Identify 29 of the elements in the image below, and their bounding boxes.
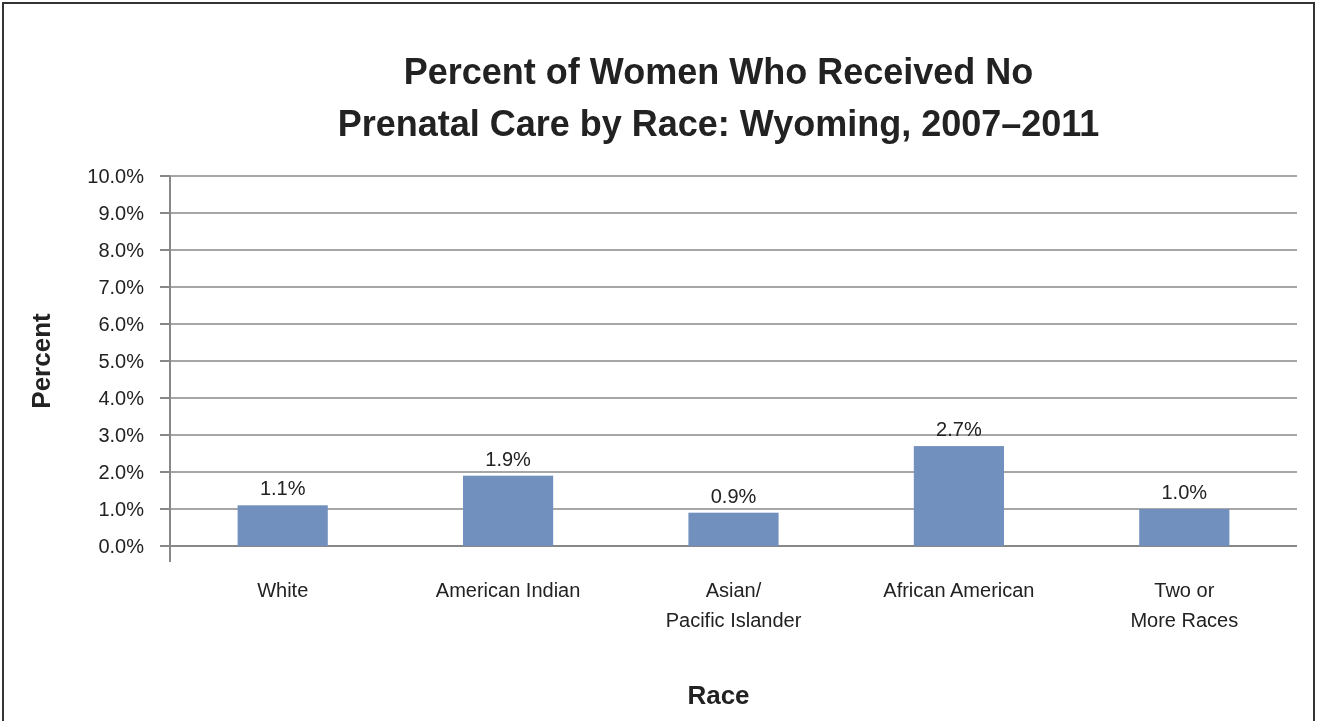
y-tick-label: 2.0% xyxy=(98,461,145,483)
data-label: 1.9% xyxy=(485,447,532,470)
data-label: 2.7% xyxy=(936,418,982,441)
bar xyxy=(463,475,554,546)
y-axis-title: Percent xyxy=(26,312,56,409)
x-axis-title: Race xyxy=(687,680,750,710)
chart-title: Percent of Women Who Received No Prenatal Care by Race: Wyoming, 2007–2011 xyxy=(337,51,1100,144)
y-tick-label: 7.0% xyxy=(98,276,145,298)
data-label: 1.1% xyxy=(259,477,306,500)
bar xyxy=(1139,509,1230,546)
y-tick-label: 4.0% xyxy=(98,387,145,409)
data-label: 1.0% xyxy=(1161,481,1208,503)
x-tick-label: American Indian xyxy=(435,579,581,601)
y-tick-label: 9.0% xyxy=(98,202,145,224)
y-tick-label: 5.0% xyxy=(98,350,145,372)
x-tick-label: African American xyxy=(883,579,1035,601)
y-tick-label: 6.0% xyxy=(98,313,145,335)
y-tick-label: 1.0% xyxy=(98,498,145,520)
y-tick-label: 10.0% xyxy=(87,165,145,187)
bar xyxy=(688,512,779,546)
x-tick-label: Two or More Races xyxy=(1130,579,1239,631)
bar xyxy=(913,446,1004,546)
y-tick-label: 0.0% xyxy=(98,535,145,557)
x-tick-label: White xyxy=(257,579,309,601)
bar xyxy=(237,505,328,546)
x-tick-label: Asian/ Pacific Islander xyxy=(665,579,802,631)
y-tick-label: 3.0% xyxy=(98,424,145,446)
y-tick-label: 8.0% xyxy=(98,239,145,261)
data-label: 0.9% xyxy=(710,484,757,507)
